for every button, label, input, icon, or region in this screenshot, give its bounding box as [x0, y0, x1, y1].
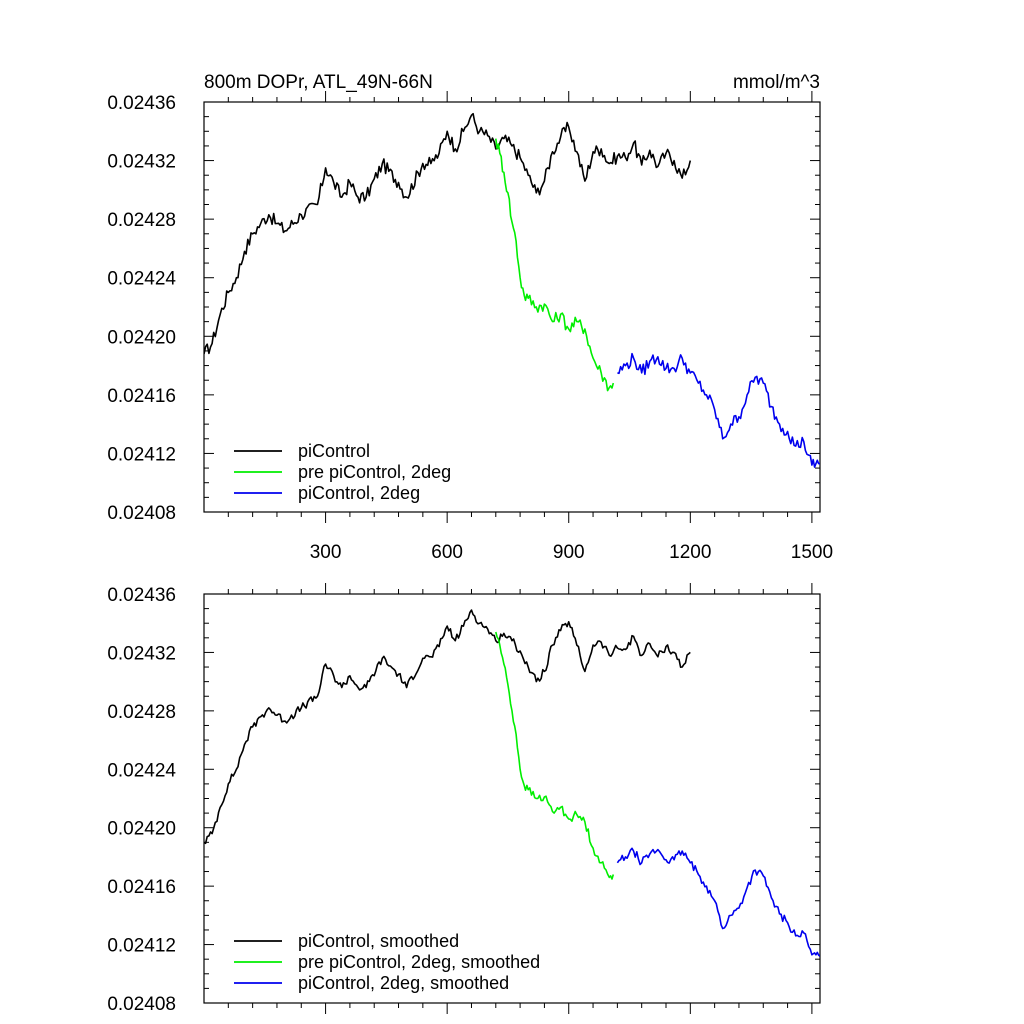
bottom-panel: 0.02408 0.02412 0.02416 0.02420 0.02424 0.024…: [107, 583, 821, 1015]
legend-label: piControl, smoothed: [298, 931, 459, 951]
y-tick-label: 0.02436: [107, 93, 176, 114]
series-line: [204, 609, 691, 845]
y-tick-label: 0.02436: [107, 585, 176, 606]
y-tick-label: 0.02428: [107, 210, 176, 231]
y-tick-label: 0.02420: [107, 327, 176, 348]
y-tick-label: 0.02416: [107, 877, 176, 898]
legend-label: piControl, 2deg: [298, 483, 420, 503]
legend-label: pre piControl, 2deg: [298, 462, 451, 482]
y-tick-label: 0.02432: [107, 643, 176, 664]
series-line: [495, 138, 615, 392]
legend-label: pre piControl, 2deg, smoothed: [298, 952, 540, 972]
top-panel: 0.02408 0.02412 0.02416 0.02420 0.02424 0.024…: [107, 91, 833, 563]
plot-frame: [203, 593, 821, 1004]
series-line: [495, 631, 615, 880]
y-tick-label: 0.02432: [107, 152, 176, 173]
y-tick-label: 0.02420: [107, 819, 176, 840]
series-line: [617, 352, 820, 468]
series-line: [204, 112, 692, 355]
series-line: [616, 847, 820, 957]
legend-label: piControl: [298, 441, 370, 461]
x-tick-label: 300: [310, 542, 342, 563]
legend-label: piControl, 2deg, smoothed: [298, 973, 509, 993]
y-tick-label: 0.02408: [107, 503, 176, 524]
x-tick-label: 900: [553, 542, 585, 563]
y-tick-label: 0.02424: [107, 269, 176, 290]
x-tick-label: 1200: [669, 542, 711, 563]
y-tick-label: 0.02408: [107, 994, 176, 1015]
y-tick-label: 0.02424: [107, 760, 176, 781]
plot-frame: [203, 101, 821, 513]
units-label: mmol/m^3: [733, 72, 820, 93]
x-tick-label: 600: [431, 542, 463, 563]
y-tick-label: 0.02412: [107, 936, 176, 957]
y-tick-label: 0.02416: [107, 386, 176, 407]
x-tick-label: 1500: [791, 542, 833, 563]
y-tick-label: 0.02412: [107, 444, 176, 465]
chart-title: 800m DOPr, ATL_49N-66N: [204, 72, 433, 93]
y-tick-label: 0.02428: [107, 702, 176, 723]
